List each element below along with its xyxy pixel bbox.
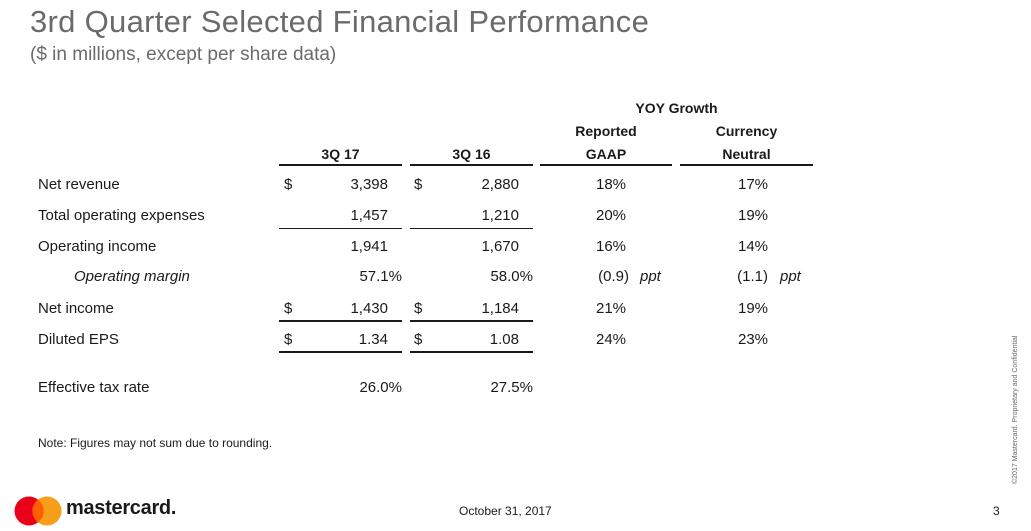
eps-underline xyxy=(279,351,402,353)
reported-growth: 20% xyxy=(595,207,627,224)
currency-symbol: $ xyxy=(284,300,293,317)
value-3q16: 1,184 xyxy=(481,300,519,317)
page-subtitle: ($ in millions, except per share data) xyxy=(30,44,337,65)
currency-header-line2: Neutral xyxy=(722,146,771,162)
currency-symbol: $ xyxy=(414,176,423,193)
expenses-underline xyxy=(279,228,402,229)
value-3q17: 26.0% xyxy=(359,379,402,396)
neutral-growth: 17% xyxy=(737,176,769,193)
neutral-growth: 23% xyxy=(737,331,769,348)
value-3q16: 27.5% xyxy=(490,379,533,396)
q17-header: 3Q 17 xyxy=(321,146,360,162)
reported-unit: ppt xyxy=(640,268,661,285)
page-title: 3rd Quarter Selected Financial Performan… xyxy=(30,4,650,39)
row-label: Diluted EPS xyxy=(38,331,119,348)
value-3q17: 3,398 xyxy=(350,176,388,193)
row-label: Effective tax rate xyxy=(38,379,150,396)
yoy-growth-header: YOY Growth xyxy=(635,100,718,116)
q17-header-underline xyxy=(279,164,402,166)
page-number: 3 xyxy=(993,504,1000,518)
value-3q17: 1,941 xyxy=(350,238,388,255)
reported-growth: 16% xyxy=(595,238,627,255)
eps-underline xyxy=(410,351,533,353)
value-3q17: 1.34 xyxy=(358,331,388,348)
neutral-growth: (1.1) xyxy=(737,268,768,285)
currency-header-underline xyxy=(680,164,813,166)
currency-symbol: $ xyxy=(284,176,293,193)
value-3q16: 1.08 xyxy=(489,331,519,348)
value-3q17: 57.1% xyxy=(359,268,402,285)
row-label: Net revenue xyxy=(38,176,120,193)
value-3q16: 58.0% xyxy=(490,268,533,285)
reported-header-underline xyxy=(540,164,672,166)
net-income-underline xyxy=(279,320,402,322)
value-3q16: 2,880 xyxy=(481,176,519,193)
footnote: Note: Figures may not sum due to roundin… xyxy=(38,436,273,450)
value-3q16: 1,210 xyxy=(481,207,519,224)
currency-header-line1: Currency xyxy=(715,123,778,139)
neutral-unit: ppt xyxy=(780,268,801,285)
footer-date: October 31, 2017 xyxy=(459,504,552,518)
reported-growth: 24% xyxy=(595,331,627,348)
reported-header-line1: Reported xyxy=(575,123,637,139)
reported-growth: (0.9) xyxy=(598,268,629,285)
reported-header-line2: GAAP xyxy=(585,146,627,162)
neutral-growth: 19% xyxy=(737,300,769,317)
reported-growth: 18% xyxy=(595,176,627,193)
row-label: Operating income xyxy=(38,238,157,255)
expenses-underline xyxy=(410,228,533,229)
value-3q17: 1,430 xyxy=(350,300,388,317)
q16-header: 3Q 16 xyxy=(452,146,491,162)
row-label: Net income xyxy=(38,300,114,317)
row-label: Total operating expenses xyxy=(38,207,205,224)
neutral-growth: 19% xyxy=(737,207,769,224)
row-label: Operating margin xyxy=(74,268,190,285)
mastercard-logo-icon xyxy=(14,496,62,526)
copyright-notice: ©2017 Mastercard. Proprietary and Confid… xyxy=(1012,335,1019,484)
value-3q16: 1,670 xyxy=(481,238,519,255)
currency-symbol: $ xyxy=(284,331,293,348)
currency-symbol: $ xyxy=(414,331,423,348)
reported-growth: 21% xyxy=(595,300,627,317)
brand-wordmark: mastercard. xyxy=(66,497,177,519)
neutral-growth: 14% xyxy=(737,238,769,255)
currency-symbol: $ xyxy=(414,300,423,317)
net-income-underline xyxy=(410,320,533,322)
q16-header-underline xyxy=(410,164,533,166)
value-3q17: 1,457 xyxy=(350,207,388,224)
